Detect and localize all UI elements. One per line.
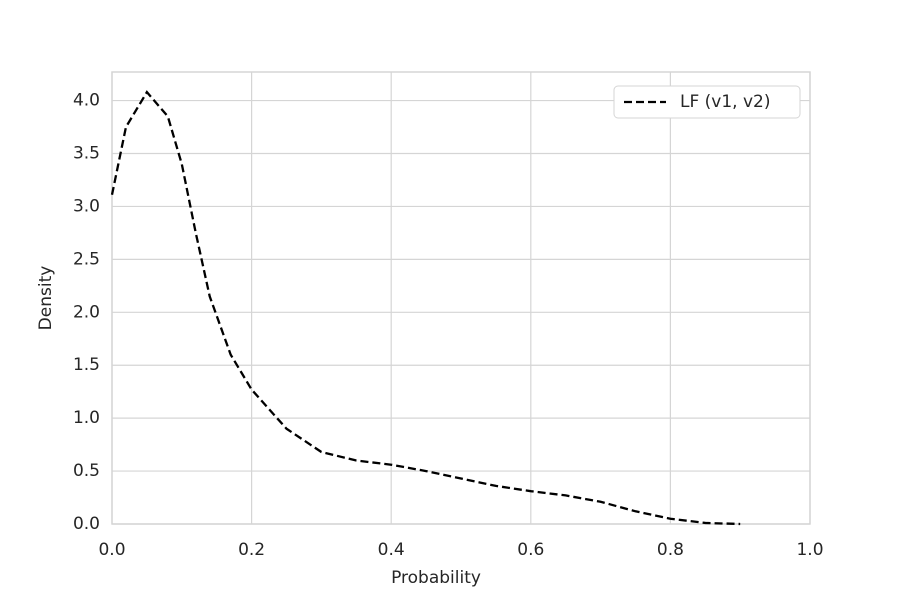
x-tick-label: 0.4 — [378, 540, 405, 560]
x-axis-label: Probability — [391, 568, 481, 588]
plot-frame — [111, 71, 811, 525]
x-tick-label: 0.2 — [238, 540, 265, 560]
line-series — [110, 90, 741, 526]
y-tick-label: 2.5 — [73, 249, 100, 269]
y-tick-label: 0.5 — [73, 461, 100, 481]
y-tick-label: 3.0 — [73, 196, 100, 216]
y-axis-label: Density — [36, 266, 56, 331]
y-tick-label: 1.0 — [73, 408, 100, 428]
x-tick-label: 0.8 — [657, 540, 684, 560]
x-tick-label: 0.0 — [98, 540, 125, 560]
legend-box — [613, 85, 801, 119]
y-tick-label: 4.0 — [73, 91, 100, 111]
legend-label: LF (v1, v2) — [680, 92, 770, 112]
y-tick-label: 0.0 — [73, 514, 100, 534]
x-tick-label: 0.6 — [517, 540, 544, 560]
y-tick-label: 2.0 — [73, 302, 100, 322]
x-tick-label: 1.0 — [796, 540, 823, 560]
y-tick-label: 1.5 — [73, 355, 100, 375]
y-tick-label: 3.5 — [73, 144, 100, 164]
